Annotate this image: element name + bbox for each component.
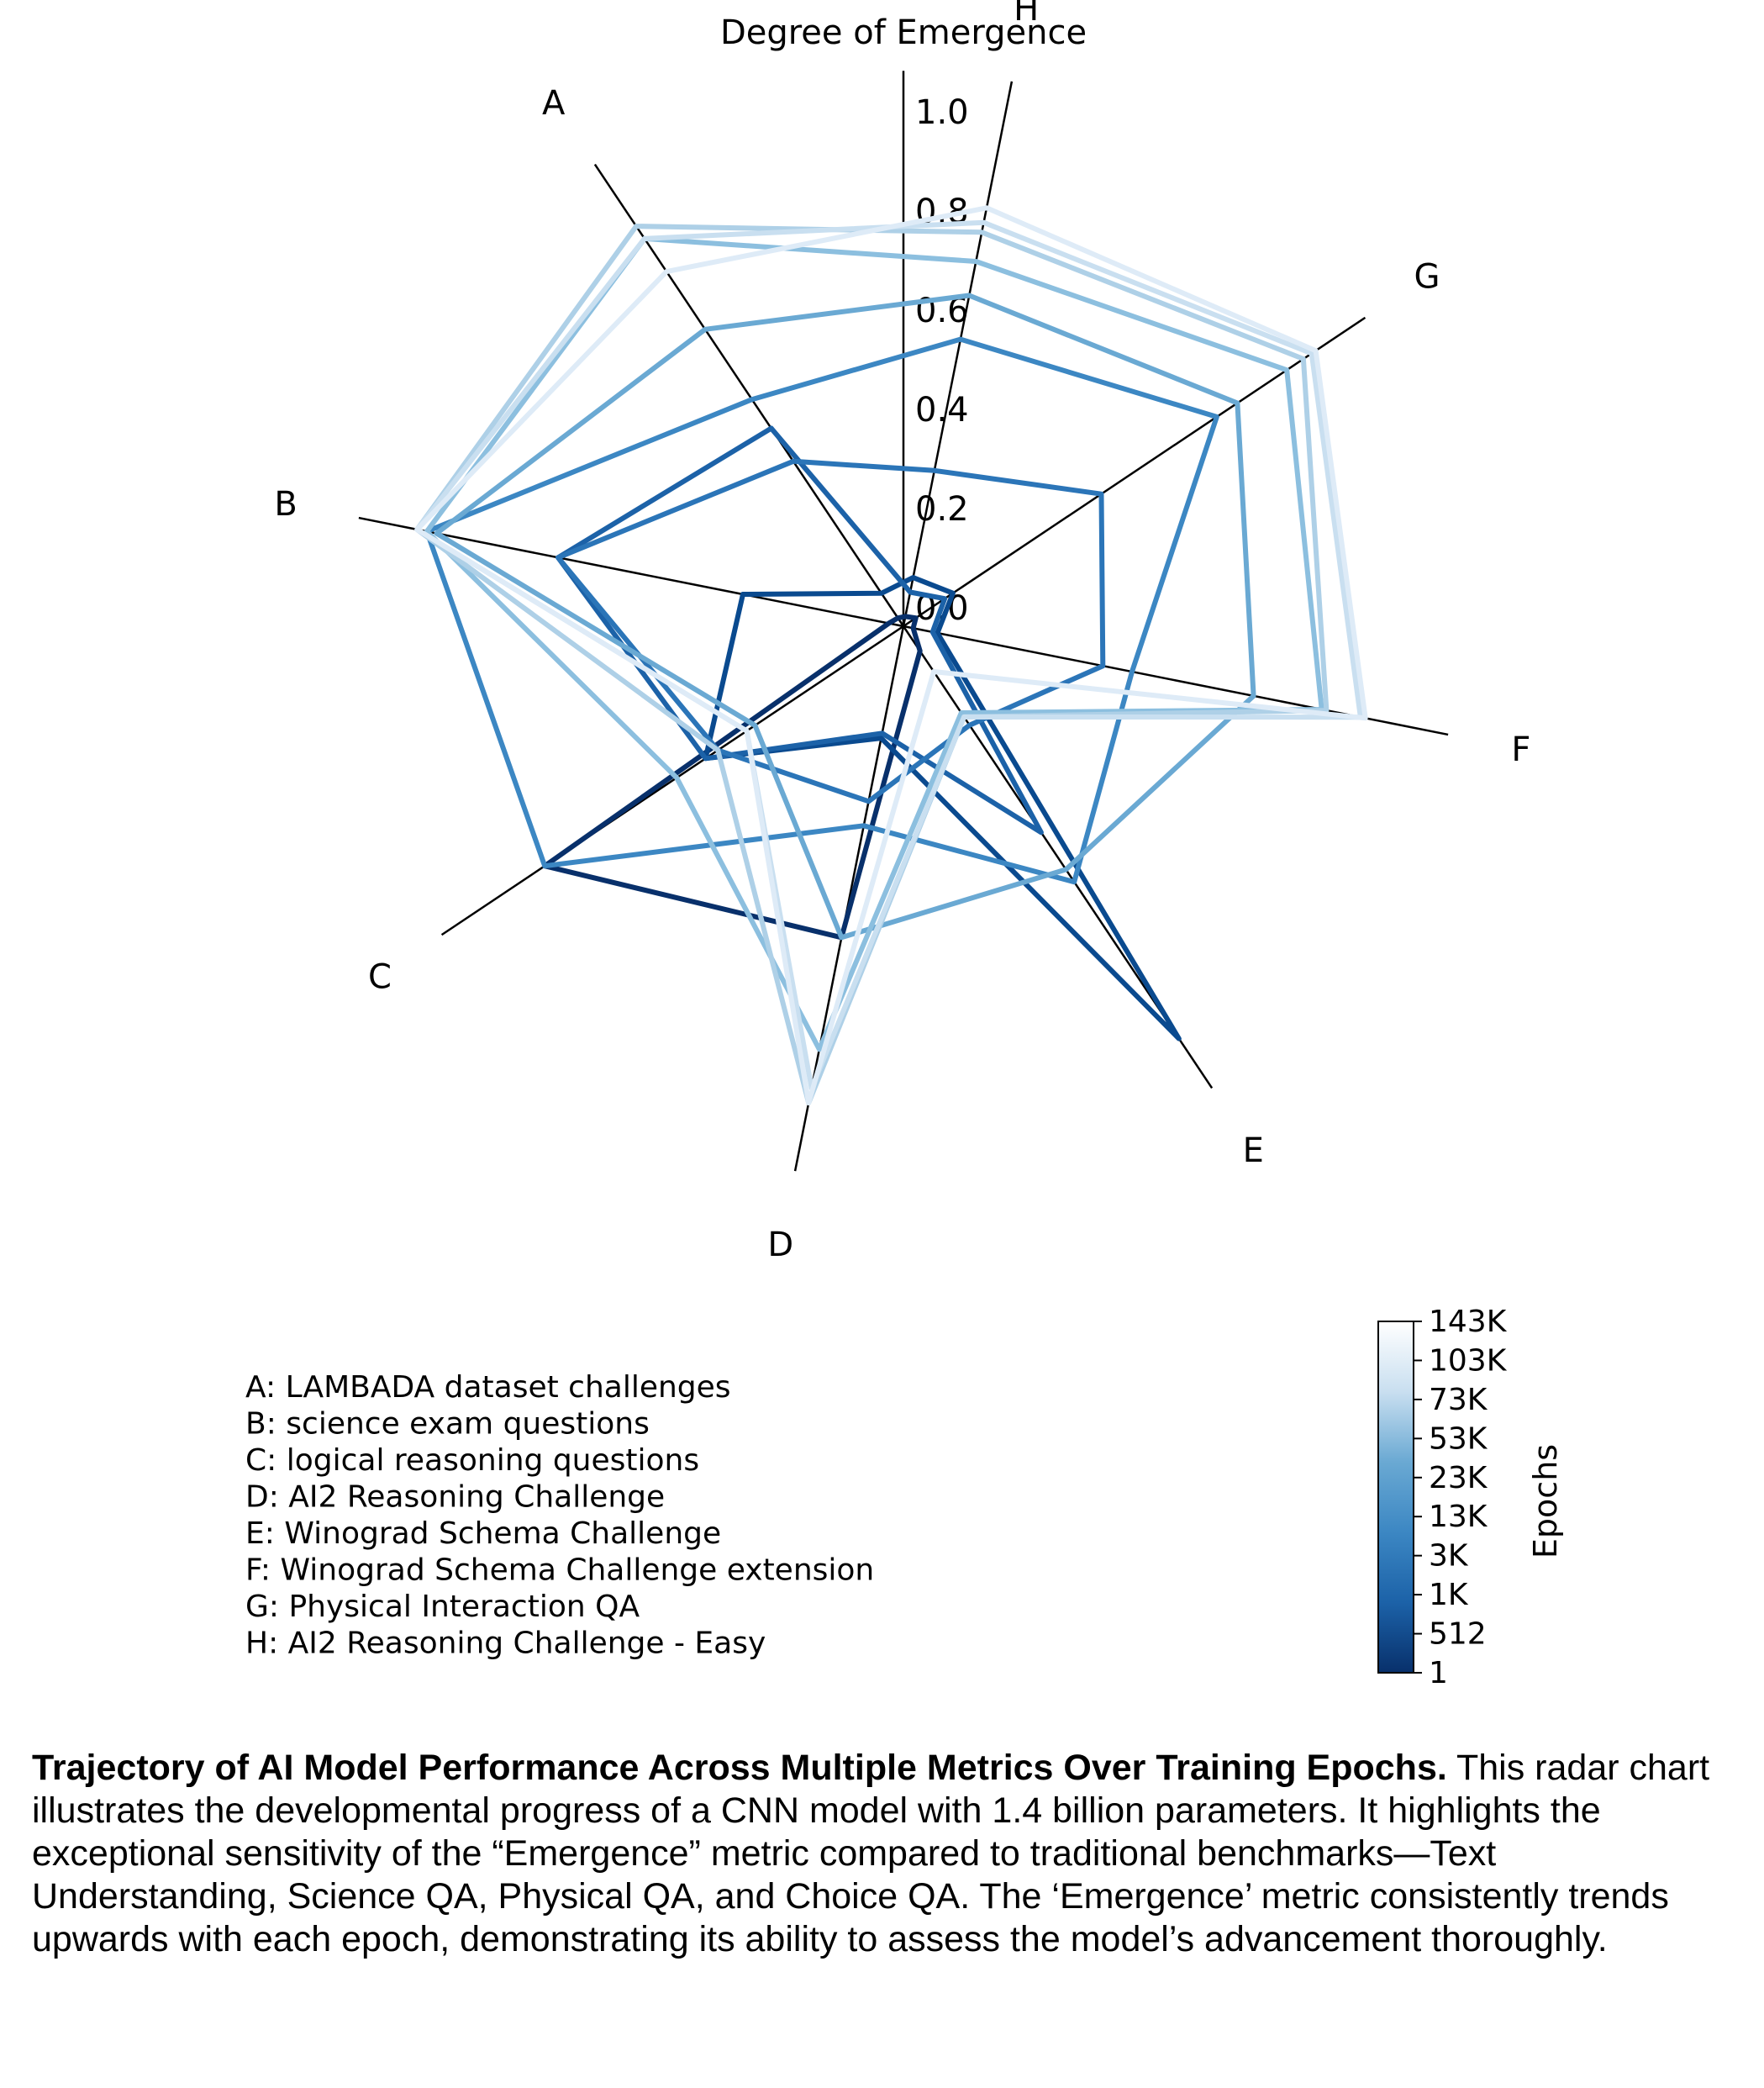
series-layer [414, 205, 1368, 1106]
spoke-labels: A B C D E F G H [274, 0, 1530, 1264]
legend-item: B: science exam questions [245, 1407, 650, 1442]
colorbar-tick-label: 73K [1429, 1383, 1488, 1417]
colorbar-gradient [1377, 1321, 1414, 1674]
spoke-label-c: C [368, 957, 392, 996]
colorbar-tick-label: 23K [1429, 1461, 1488, 1495]
series-epoch-103K [414, 219, 1363, 1091]
spoke-a [593, 163, 905, 627]
colorbar-tick-label: 1 [1429, 1656, 1448, 1690]
series-epoch-1K [556, 425, 1044, 836]
series-epoch-13K [424, 336, 1219, 885]
colorbar-tick-label: 143K [1429, 1305, 1508, 1339]
radial-tick-label: 0.4 [915, 391, 969, 430]
radar-chart: Degree of Emergence 0.00.20.40.60.81.0 A… [245, 0, 1564, 1690]
legend-item: H: AI2 Reasoning Challenge - Easy [245, 1627, 766, 1661]
colorbar-ticks: 1 512 1K 3K 13K 23K 53K 73K 103K 143K [1414, 1305, 1508, 1690]
spoke-label-g: G [1414, 258, 1440, 297]
series-epoch-143K [414, 205, 1368, 1106]
colorbar-tick-label: 3K [1429, 1539, 1469, 1574]
spoke-label-f: F [1511, 730, 1530, 769]
series-epoch-23K [434, 293, 1256, 941]
colorbar-tick-label: 53K [1429, 1421, 1488, 1456]
radial-ticks: 0.00.20.40.60.81.0 [915, 93, 969, 628]
spoke-label-d: D [767, 1226, 793, 1264]
legend-item: E: Winograd Schema Challenge [245, 1516, 721, 1551]
spoke-label-e: E [1243, 1131, 1264, 1170]
colorbar-tick-label: 103K [1429, 1343, 1508, 1378]
radial-tick-label: 0.2 [915, 490, 969, 529]
colorbar-tick-label: 1K [1429, 1578, 1469, 1612]
colorbar-label: Epochs [1527, 1444, 1564, 1558]
figure-caption: Trajectory of AI Model Performance Acros… [32, 1747, 1738, 1961]
spoke-c [440, 625, 904, 936]
legend-item: D: AI2 Reasoning Challenge [245, 1480, 665, 1515]
radial-tick-label: 1.0 [915, 93, 969, 132]
series-epoch-3K [556, 458, 1106, 804]
spoke-b [358, 516, 904, 628]
radar-spokes [358, 71, 1449, 1172]
legend-item: G: Physical Interaction QA [245, 1590, 640, 1624]
spoke-h [902, 81, 1014, 627]
caption-title: Trajectory of AI Model Performance Acros… [32, 1748, 1447, 1788]
series-epoch-512 [703, 575, 1182, 1041]
colorbar-tick-label: 512 [1429, 1617, 1487, 1652]
series-epoch-53K [424, 235, 1324, 1052]
legend-item: A: LAMBADA dataset challenges [245, 1370, 731, 1405]
chart-title: Degree of Emergence [720, 13, 1087, 52]
caption-body: This radar chart illustrates the develop… [32, 1748, 1710, 1959]
spoke-label-a: A [542, 84, 566, 123]
spoke-label-b: B [274, 485, 297, 524]
spoke-label-h: H [1014, 0, 1039, 29]
legend-item: C: logical reasoning questions [245, 1443, 699, 1478]
series-epoch-1 [542, 614, 923, 941]
legend-item: F: Winograd Schema Challenge extension [245, 1553, 874, 1588]
colorbar: 1 512 1K 3K 13K 23K 53K 73K 103K 143K Epochs [1377, 1305, 1564, 1690]
colorbar-tick-label: 13K [1429, 1500, 1488, 1534]
